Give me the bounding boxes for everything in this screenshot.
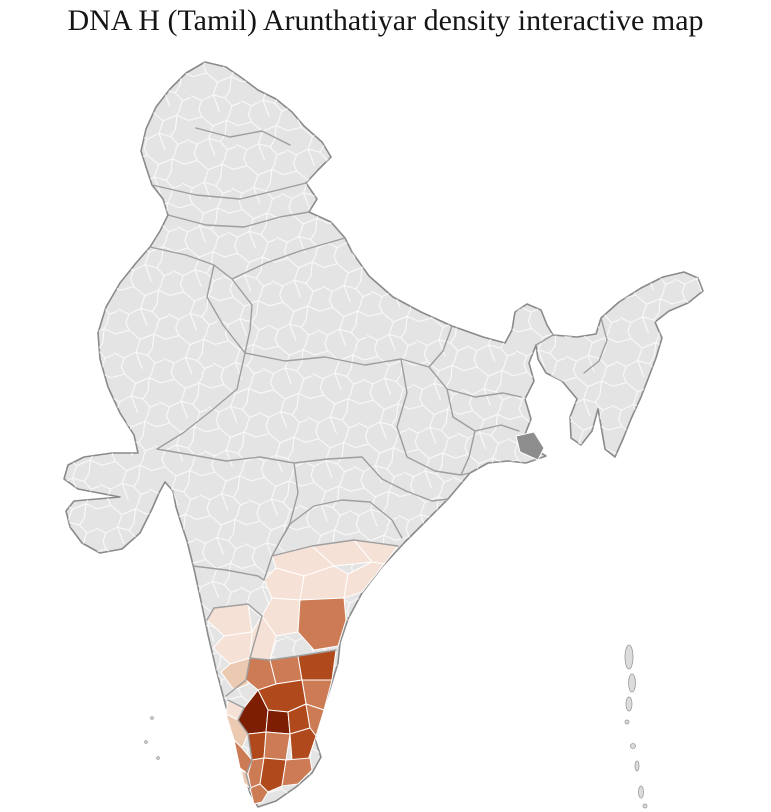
district[interactable]	[281, 757, 313, 787]
district[interactable]	[233, 739, 253, 775]
state-borders	[149, 127, 608, 789]
district[interactable]	[297, 597, 347, 651]
page-title: DNA H (Tamil) Arunthatiyar density inter…	[67, 4, 704, 37]
district[interactable]	[249, 783, 269, 805]
district[interactable]	[263, 731, 291, 761]
district[interactable]	[225, 713, 249, 749]
andaman-nicobar-islands[interactable]	[624, 644, 648, 809]
district[interactable]	[269, 655, 303, 685]
district[interactable]	[212, 631, 253, 665]
lakshadweep-islands[interactable]	[144, 716, 160, 760]
district-kolkata-dark[interactable]	[515, 431, 545, 461]
district[interactable]	[265, 709, 291, 735]
density-districts[interactable]	[206, 431, 545, 805]
district[interactable]	[343, 561, 385, 599]
district[interactable]	[289, 727, 317, 761]
district-mesh-overlay	[64, 62, 703, 807]
